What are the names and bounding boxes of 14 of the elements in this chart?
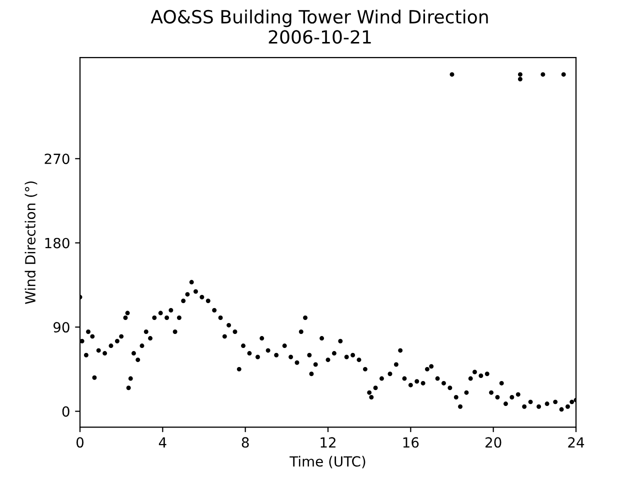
chart-title: AO&SS Building Tower Wind Direction 2006-10-21 xyxy=(150,10,488,44)
y-tick-label: 90 xyxy=(53,322,70,333)
x-tick-label: 24 xyxy=(568,437,584,448)
x-tick-label: 16 xyxy=(403,437,419,448)
y-tick-label: 270 xyxy=(44,154,70,164)
y-tick-label: 0 xyxy=(62,406,70,417)
x-tick-label: 4 xyxy=(158,437,166,448)
y-tick-label: 180 xyxy=(45,238,70,248)
x-tick-label: 8 xyxy=(242,437,249,448)
x-tick-label: 20 xyxy=(486,437,502,448)
x-tick-label: 0 xyxy=(76,437,84,448)
y-axis-title: Wind Direction (°) xyxy=(24,181,38,304)
x-axis-title: Time (UTC) xyxy=(290,456,366,468)
x-tick-label: 12 xyxy=(320,437,336,448)
